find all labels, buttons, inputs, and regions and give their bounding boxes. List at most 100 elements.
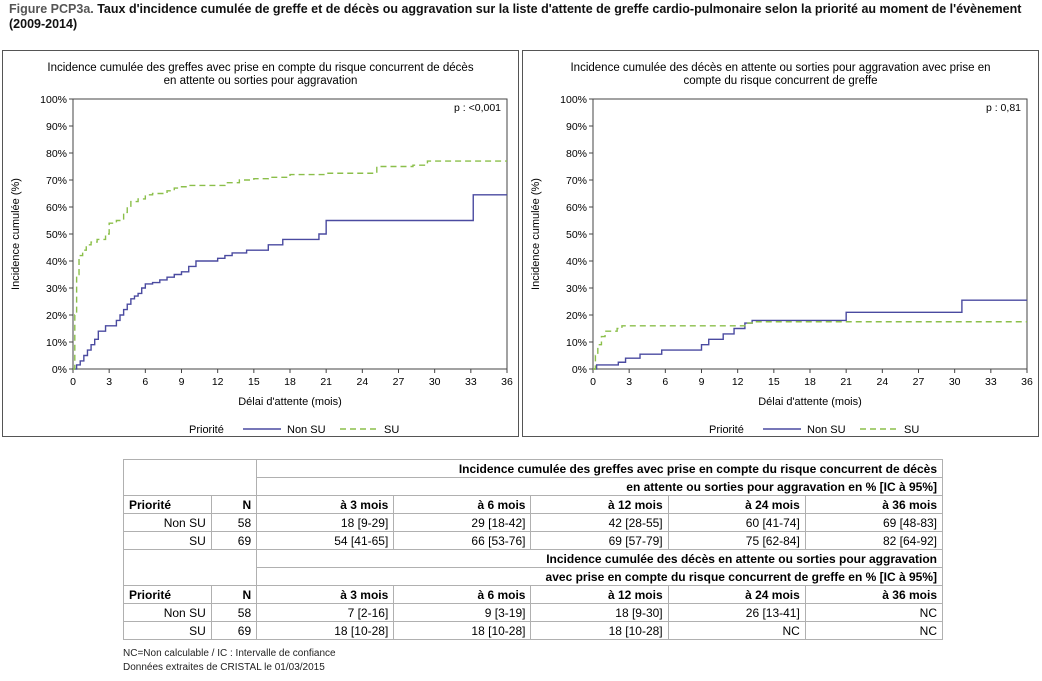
x-tick-label: 15 bbox=[248, 376, 260, 388]
x-tick-label: 36 bbox=[1021, 376, 1033, 388]
series-line-su bbox=[73, 160, 507, 370]
cell-value: NC bbox=[667, 621, 806, 640]
col-header-n: N bbox=[210, 495, 258, 514]
x-tick-label: 27 bbox=[393, 376, 405, 388]
y-tick-label: 10% bbox=[566, 337, 587, 349]
cell-value: 18 [10-28] bbox=[530, 621, 669, 640]
x-tick-label: 9 bbox=[699, 376, 705, 388]
x-tick-label: 15 bbox=[768, 376, 780, 388]
chart-title-line: Incidence cumulée des décès en attente o… bbox=[570, 62, 990, 74]
chart-title-line: Incidence cumulée des greffes avec prise… bbox=[47, 62, 473, 74]
y-tick-label: 50% bbox=[46, 229, 67, 241]
y-tick-label: 20% bbox=[46, 310, 67, 322]
table-column-header-row: Priorité N à 3 mois à 6 mois à 12 mois à… bbox=[123, 585, 944, 604]
y-tick-label: 40% bbox=[566, 256, 587, 268]
legend-title: Priorité bbox=[709, 424, 744, 436]
cell-value: 18 [10-28] bbox=[256, 621, 395, 640]
table-section1-header-row2: en attente ou sorties pour aggravation e… bbox=[124, 477, 943, 496]
table-section2-header-line2: avec prise en compte du risque concurren… bbox=[256, 567, 943, 586]
y-tick-label: 80% bbox=[566, 148, 587, 160]
chart-panel-greffes: Incidence cumulée des greffes avec prise… bbox=[2, 50, 519, 437]
row-label: Non SU bbox=[123, 513, 212, 532]
x-axis-label: Délai d'attente (mois) bbox=[238, 396, 342, 408]
table-section2-header-row: Incidence cumulée des décès en attente o… bbox=[122, 549, 943, 586]
x-tick-label: 27 bbox=[913, 376, 925, 388]
x-tick-label: 3 bbox=[626, 376, 632, 388]
table-section1-header-row: Incidence cumulée des greffes avec prise… bbox=[122, 459, 943, 496]
p-value-annotation: p : 0,81 bbox=[986, 102, 1021, 114]
y-tick-label: 60% bbox=[46, 202, 67, 214]
x-tick-label: 12 bbox=[212, 376, 224, 388]
figure-title: Figure PCP3a. Taux d'incidence cumulée d… bbox=[9, 2, 1034, 32]
y-tick-label: 20% bbox=[566, 310, 587, 322]
cell-n: 69 bbox=[210, 621, 258, 640]
incidence-table: Incidence cumulée des greffes avec prise… bbox=[122, 459, 944, 640]
y-tick-label: 100% bbox=[560, 94, 587, 106]
figure-title-text: Taux d'incidence cumulée de greffe et de… bbox=[9, 2, 1022, 31]
cell-value: 18 [9-29] bbox=[256, 513, 395, 532]
table-column-header-row: Priorité N à 3 mois à 6 mois à 12 mois à… bbox=[123, 495, 944, 514]
table-blank-cell bbox=[122, 549, 258, 586]
series-line-su bbox=[593, 321, 1027, 370]
y-tick-label: 10% bbox=[46, 337, 67, 349]
x-tick-label: 0 bbox=[590, 376, 596, 388]
row-label: SU bbox=[123, 531, 212, 550]
x-tick-label: 21 bbox=[320, 376, 332, 388]
x-tick-label: 6 bbox=[142, 376, 148, 388]
cell-value: 9 [3-19] bbox=[393, 603, 532, 622]
x-axis-label: Délai d'attente (mois) bbox=[758, 396, 862, 408]
col-header-6mois: à 6 mois bbox=[393, 585, 532, 604]
col-header-12mois: à 12 mois bbox=[530, 495, 669, 514]
cell-n: 69 bbox=[210, 531, 258, 550]
col-header-24mois: à 24 mois bbox=[667, 495, 806, 514]
chart-title-line: en attente ou sorties pour aggravation bbox=[164, 75, 358, 87]
y-tick-label: 60% bbox=[566, 202, 587, 214]
y-tick-label: 40% bbox=[46, 256, 67, 268]
y-tick-label: 80% bbox=[46, 148, 67, 160]
footnote-abbreviations: NC=Non calculable / IC : Intervalle de c… bbox=[123, 648, 336, 659]
y-tick-label: 0% bbox=[52, 364, 67, 376]
x-tick-label: 6 bbox=[662, 376, 668, 388]
cell-value: 69 [48-83] bbox=[804, 513, 944, 532]
col-header-priorite: Priorité bbox=[123, 585, 212, 604]
col-header-n: N bbox=[210, 585, 258, 604]
col-header-24mois: à 24 mois bbox=[667, 585, 806, 604]
legend-label: Non SU bbox=[807, 424, 846, 436]
table-section2-header-line1: Incidence cumulée des décès en attente o… bbox=[256, 549, 943, 568]
y-tick-label: 70% bbox=[46, 175, 67, 187]
table-row: SU 69 54 [41-65] 66 [53-76] 69 [57-79] 7… bbox=[123, 531, 944, 550]
cell-value: 54 [41-65] bbox=[256, 531, 395, 550]
y-tick-label: 70% bbox=[566, 175, 587, 187]
col-header-6mois: à 6 mois bbox=[393, 495, 532, 514]
p-value-annotation: p : <0,001 bbox=[454, 102, 501, 114]
cell-value: 66 [53-76] bbox=[393, 531, 532, 550]
x-tick-label: 3 bbox=[106, 376, 112, 388]
plot-frame bbox=[592, 98, 1028, 370]
cell-value: 75 [62-84] bbox=[667, 531, 806, 550]
col-header-12mois: à 12 mois bbox=[530, 585, 669, 604]
y-tick-label: 90% bbox=[46, 121, 67, 133]
series-line-non-su bbox=[593, 299, 1027, 370]
x-tick-label: 24 bbox=[876, 376, 888, 388]
legend-label: SU bbox=[384, 424, 399, 436]
chart-svg: Incidence cumulée des décès en attente o… bbox=[530, 62, 1033, 436]
col-header-36mois: à 36 mois bbox=[804, 495, 944, 514]
y-tick-label: 0% bbox=[572, 364, 587, 376]
x-tick-label: 9 bbox=[179, 376, 185, 388]
cell-n: 58 bbox=[210, 603, 258, 622]
table-row: Non SU 58 18 [9-29] 29 [18-42] 42 [28-55… bbox=[123, 513, 944, 532]
table-section1-header-line2: en attente ou sorties pour aggravation e… bbox=[256, 477, 943, 496]
plot-frame bbox=[72, 98, 508, 370]
col-header-36mois: à 36 mois bbox=[804, 585, 944, 604]
x-tick-label: 18 bbox=[284, 376, 296, 388]
cell-value: NC bbox=[804, 603, 944, 622]
legend-label: Non SU bbox=[287, 424, 326, 436]
col-header-priorite: Priorité bbox=[123, 495, 212, 514]
y-tick-label: 50% bbox=[566, 229, 587, 241]
footnote-source: Données extraites de CRISTAL le 01/03/20… bbox=[123, 662, 325, 673]
series-line-non-su bbox=[73, 194, 507, 370]
y-tick-label: 30% bbox=[46, 283, 67, 295]
row-label: SU bbox=[123, 621, 212, 640]
x-tick-label: 24 bbox=[356, 376, 368, 388]
y-tick-label: 30% bbox=[566, 283, 587, 295]
